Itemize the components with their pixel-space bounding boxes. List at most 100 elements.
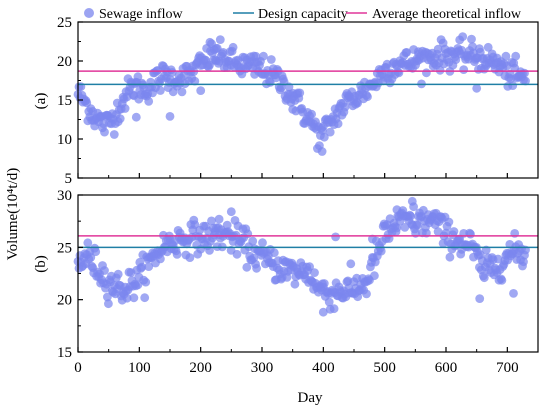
y-tick-label: 25 — [57, 15, 72, 31]
scatter-point — [483, 42, 493, 52]
scatter-point — [333, 119, 343, 129]
scatter-point — [218, 48, 228, 57]
scatter-point — [307, 109, 316, 119]
scatter-point — [511, 51, 521, 61]
y-tick-label: 20 — [57, 54, 72, 70]
scatter-point — [363, 92, 372, 102]
scatter-point — [266, 55, 276, 64]
scatter-point — [497, 275, 507, 285]
legend-sewage-label: Sewage inflow — [99, 7, 183, 22]
scatter-point — [435, 65, 445, 75]
legend: Sewage inflow Design capacity Average th… — [84, 7, 522, 22]
scatter-point — [156, 254, 165, 264]
scatter-point — [91, 247, 101, 257]
scatter-point — [305, 262, 314, 272]
scatter-point — [445, 252, 455, 262]
panel-b-label: (b) — [33, 255, 49, 273]
x-tick-label: 0 — [74, 360, 82, 376]
scatter-point — [329, 304, 339, 314]
scatter-point — [319, 279, 329, 288]
scatter-point — [242, 262, 252, 272]
y-tick-label: 5 — [65, 171, 73, 187]
y-tick-label: 15 — [57, 93, 72, 109]
scatter-point — [232, 249, 242, 259]
x-axis — [77, 173, 508, 178]
scatter-series — [73, 196, 530, 317]
y-axis: 15 20 25 30 — [57, 188, 83, 361]
scatter-point — [392, 223, 402, 233]
scatter-point — [144, 262, 154, 271]
scatter-series — [73, 32, 530, 156]
scatter-point — [406, 211, 416, 221]
scatter-point — [402, 48, 412, 57]
scatter-point — [376, 246, 386, 256]
scatter-point — [519, 257, 528, 267]
scatter-point — [433, 44, 443, 54]
scatter-point — [324, 297, 334, 307]
scatter-point — [100, 266, 109, 275]
scatter-point — [295, 88, 305, 98]
scatter-point — [310, 268, 319, 277]
scatter-point — [137, 262, 147, 272]
scatter-point — [133, 72, 143, 82]
scatter-point — [451, 55, 461, 64]
scatter-point — [207, 216, 216, 226]
scatter-point — [205, 37, 215, 47]
scatter-point — [520, 68, 529, 78]
x-axis-label: Day — [298, 390, 323, 406]
scatter-point — [325, 127, 335, 137]
scatter-point — [346, 259, 356, 269]
scatter-point — [466, 229, 475, 239]
scatter-point — [211, 44, 221, 53]
y-tick-label: 25 — [57, 240, 72, 256]
scatter-point — [259, 51, 268, 61]
scatter-point — [475, 294, 485, 303]
y-tick-label: 10 — [57, 132, 72, 148]
scatter-point — [103, 292, 112, 302]
panel-a-label: (a) — [33, 93, 49, 110]
x-tick-label: 300 — [251, 360, 274, 376]
scatter-point — [83, 238, 93, 248]
scatter-point — [493, 254, 503, 264]
scatter-point — [205, 246, 214, 255]
x-axis: 0 100 200 300 400 500 600 700 — [74, 347, 519, 376]
scatter-point — [100, 127, 109, 137]
scatter-point — [222, 220, 232, 230]
scatter-point — [131, 112, 141, 122]
legend-design-label: Design capacity — [258, 7, 348, 22]
scatter-point — [144, 97, 154, 106]
scatter-point — [190, 76, 200, 86]
scatter-point — [86, 253, 96, 262]
panel-a: 5 10 15 20 25 — [57, 15, 539, 187]
scatter-point — [248, 236, 258, 246]
scatter-point — [459, 65, 469, 74]
scatter-point — [414, 47, 423, 56]
scatter-point — [141, 277, 151, 287]
scatter-point — [288, 105, 298, 114]
scatter-point — [501, 51, 511, 61]
scatter-point — [122, 293, 132, 303]
scatter-point — [215, 35, 225, 44]
scatter-point — [413, 220, 422, 230]
scatter-point — [104, 299, 113, 309]
scatter-point — [521, 76, 530, 86]
scatter-point — [165, 112, 175, 121]
scatter-point — [113, 269, 123, 279]
scatter-point — [400, 223, 410, 232]
scatter-point — [449, 227, 459, 236]
scatter-point — [226, 207, 236, 217]
scatter-point — [362, 289, 371, 299]
scatter-point — [509, 289, 518, 298]
scatter-point — [331, 232, 340, 242]
y-axis-label: Volume(10⁴t/d) — [5, 168, 21, 260]
scatter-point — [251, 51, 261, 61]
y-tick-label: 30 — [57, 188, 72, 204]
legend-average-label: Average theoretical inflow — [372, 7, 522, 22]
y-tick-label: 20 — [57, 293, 72, 309]
scatter-point — [156, 86, 165, 95]
scatter-point — [318, 307, 328, 317]
scatter-point — [243, 229, 253, 239]
x-tick-label: 500 — [373, 360, 396, 376]
